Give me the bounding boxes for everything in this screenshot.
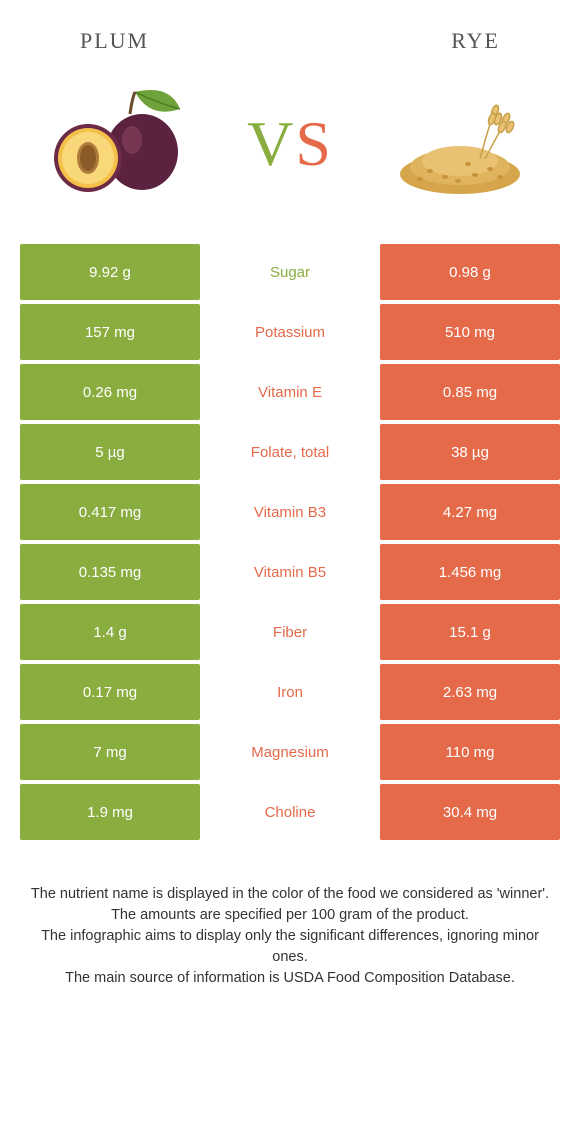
vs-v: V [247,108,295,179]
plum-image [40,84,200,204]
right-value: 38 µg [380,424,560,480]
table-row: 157 mgPotassium510 mg [20,304,560,360]
right-value: 2.63 mg [380,664,560,720]
left-value: 0.26 mg [20,364,200,420]
left-value: 0.417 mg [20,484,200,540]
table-row: 0.417 mgVitamin B34.27 mg [20,484,560,540]
hero: VS [0,64,580,244]
table-row: 9.92 gSugar0.98 g [20,244,560,300]
nutrient-label: Folate, total [200,424,380,480]
left-value: 1.9 mg [20,784,200,840]
plum-icon [40,84,200,204]
footer-notes: The nutrient name is displayed in the co… [0,844,580,989]
nutrient-label: Iron [200,664,380,720]
nutrient-label: Magnesium [200,724,380,780]
right-value: 110 mg [380,724,560,780]
table-row: 1.4 gFiber15.1 g [20,604,560,660]
header-right-title: Rye [451,28,500,54]
left-value: 9.92 g [20,244,200,300]
left-value: 7 mg [20,724,200,780]
footer-line-1: The nutrient name is displayed in the co… [30,884,550,905]
vs-label: VS [247,107,333,181]
table-row: 5 µgFolate, total38 µg [20,424,560,480]
rye-image [380,84,540,204]
left-value: 1.4 g [20,604,200,660]
right-value: 30.4 mg [380,784,560,840]
table-row: 0.26 mgVitamin E0.85 mg [20,364,560,420]
table-row: 7 mgMagnesium110 mg [20,724,560,780]
comparison-table: 9.92 gSugar0.98 g157 mgPotassium510 mg0.… [0,244,580,840]
right-value: 1.456 mg [380,544,560,600]
left-value: 157 mg [20,304,200,360]
right-value: 4.27 mg [380,484,560,540]
footer-line-3: The infographic aims to display only the… [30,926,550,968]
header: Plum Rye [0,0,580,64]
footer-line-2: The amounts are specified per 100 gram o… [30,905,550,926]
nutrient-label: Sugar [200,244,380,300]
right-value: 0.85 mg [380,364,560,420]
vs-s: S [295,108,333,179]
left-value: 5 µg [20,424,200,480]
nutrient-label: Vitamin E [200,364,380,420]
header-left-title: Plum [80,28,149,54]
rye-icon [380,89,540,199]
right-value: 0.98 g [380,244,560,300]
left-value: 0.135 mg [20,544,200,600]
left-value: 0.17 mg [20,664,200,720]
table-row: 0.135 mgVitamin B51.456 mg [20,544,560,600]
right-value: 15.1 g [380,604,560,660]
nutrient-label: Potassium [200,304,380,360]
nutrient-label: Vitamin B5 [200,544,380,600]
table-row: 0.17 mgIron2.63 mg [20,664,560,720]
nutrient-label: Choline [200,784,380,840]
table-row: 1.9 mgCholine30.4 mg [20,784,560,840]
footer-line-4: The main source of information is USDA F… [30,968,550,989]
nutrient-label: Fiber [200,604,380,660]
right-value: 510 mg [380,304,560,360]
nutrient-label: Vitamin B3 [200,484,380,540]
